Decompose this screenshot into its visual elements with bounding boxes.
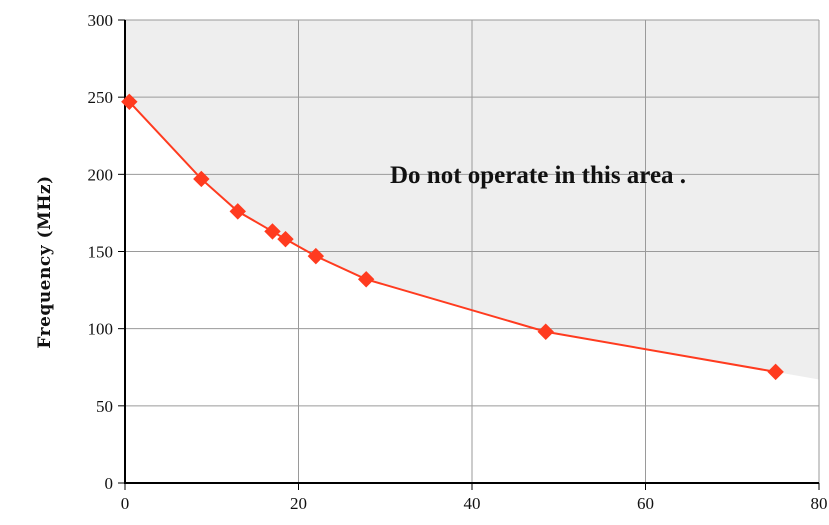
data-point-marker bbox=[277, 230, 294, 248]
data-point-marker bbox=[357, 271, 375, 288]
x-tick-label: 60 bbox=[637, 494, 654, 513]
data-point-marker bbox=[193, 170, 210, 188]
data-point-marker bbox=[121, 93, 138, 111]
data-point-marker bbox=[767, 363, 784, 381]
data-point-marker bbox=[307, 247, 325, 265]
data-point-marker bbox=[537, 323, 554, 340]
data-point-marker bbox=[229, 203, 246, 220]
x-tick-label: 80 bbox=[811, 494, 828, 513]
y-tick-label: 200 bbox=[88, 165, 114, 184]
grid-layer bbox=[125, 19, 820, 483]
data-point-marker bbox=[264, 223, 281, 240]
series-layer bbox=[121, 93, 784, 381]
y-tick-label: 100 bbox=[88, 320, 114, 339]
x-tick-label: 20 bbox=[290, 494, 307, 513]
x-tick-label: 40 bbox=[464, 494, 481, 513]
y-tick-label: 300 bbox=[88, 11, 114, 30]
annotation-text: Do not operate in this area . bbox=[390, 162, 686, 189]
x-tick-label: 0 bbox=[121, 494, 130, 513]
y-tick-label: 50 bbox=[96, 397, 113, 416]
y-axis-label: Frequency (MHz) bbox=[35, 175, 55, 348]
y-tick-label: 0 bbox=[105, 474, 114, 493]
y-tick-label: 150 bbox=[88, 243, 114, 262]
y-tick-label: 250 bbox=[88, 88, 114, 107]
tick-label-layer: 0 50 100 150 200 250 300 0 20 40 60 80 bbox=[88, 11, 828, 513]
